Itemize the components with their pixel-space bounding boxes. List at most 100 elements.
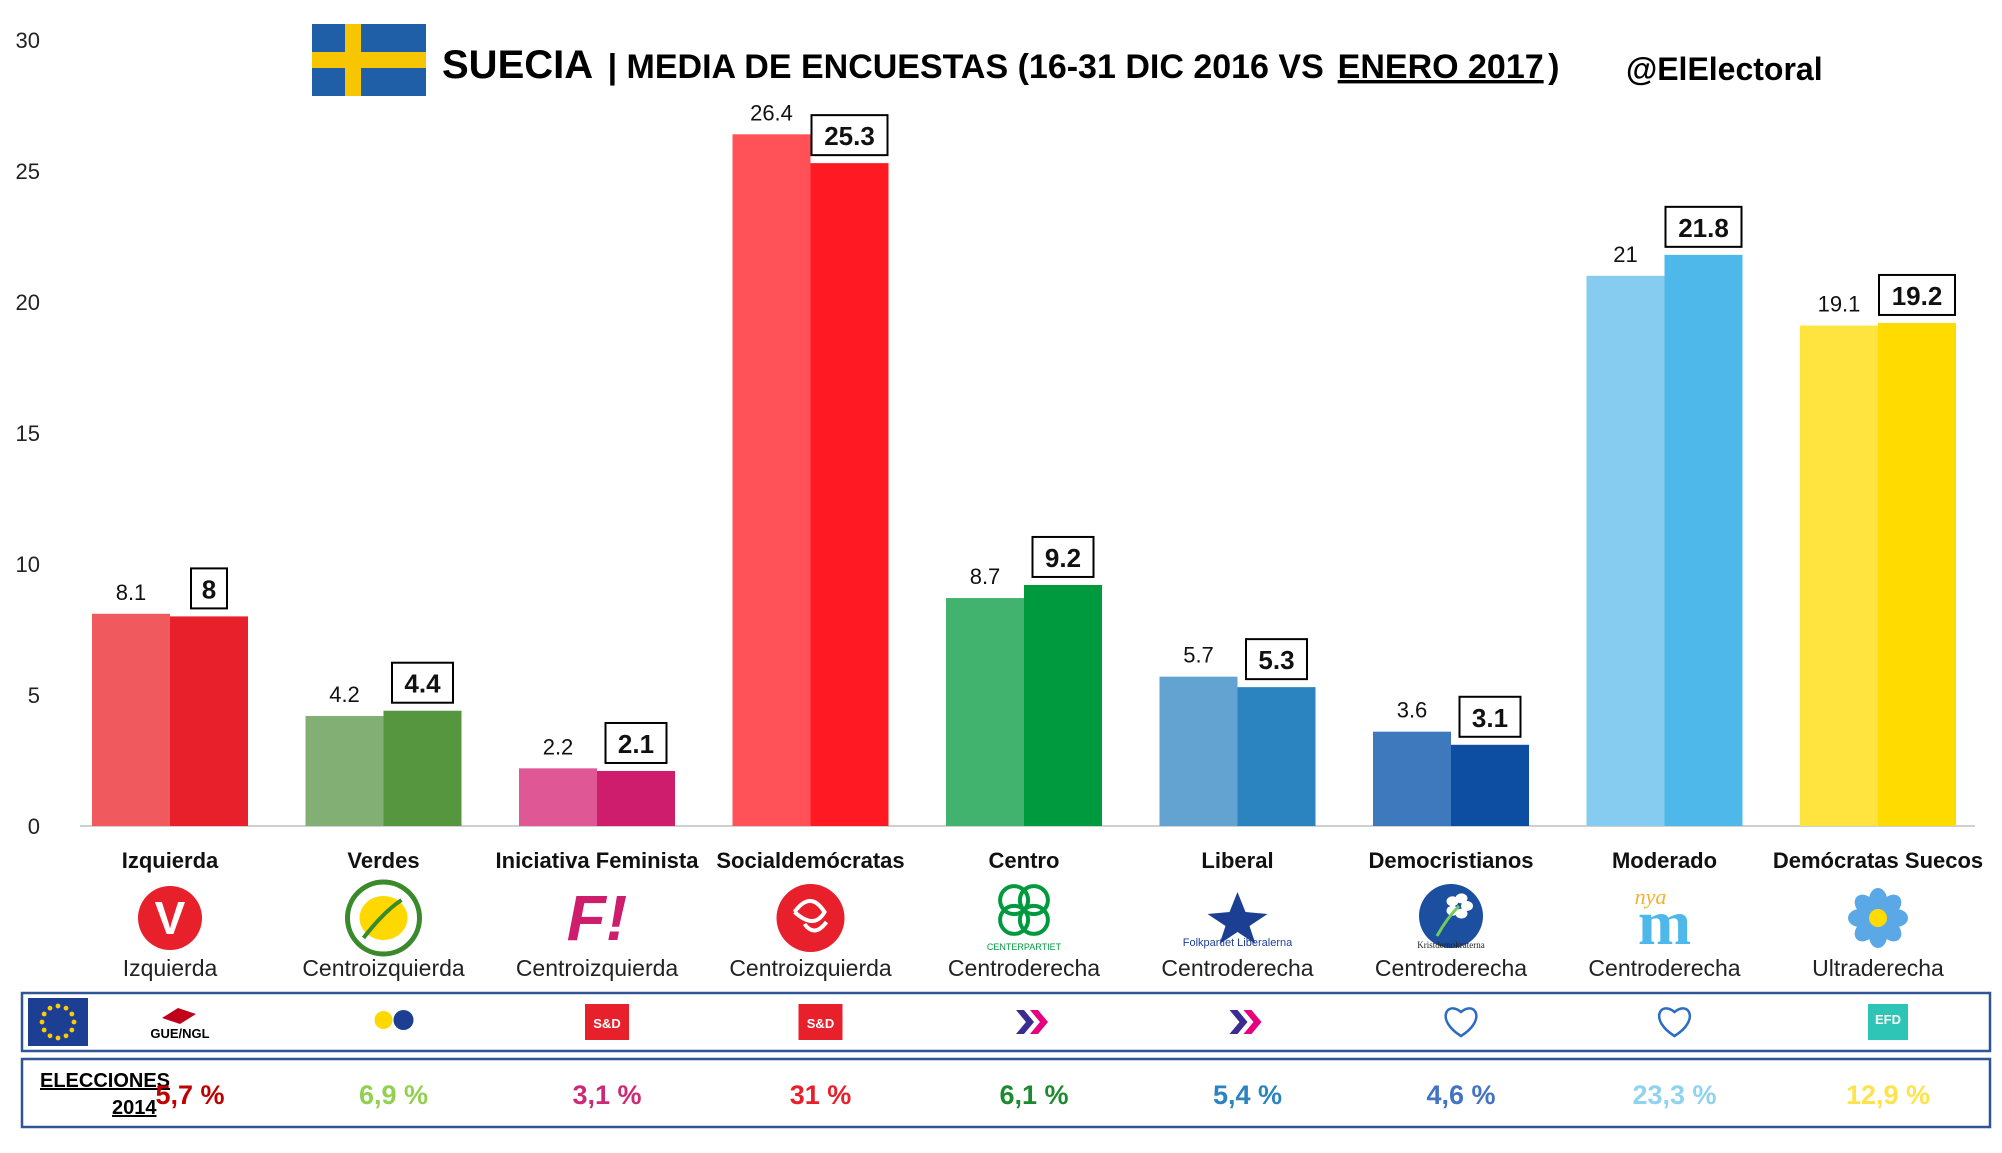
title-close: ) [1548,48,1559,86]
value-label-dic-2016: 8.7 [970,564,1001,589]
chart-title: SUECIA | MEDIA DE ENCUESTAS (16-31 DIC 2… [442,43,1559,87]
gue-ngl-icon: GUE/NGL [150,1008,210,1041]
value-label-enero-2017: 9.2 [1045,543,1081,573]
alde-icon [1016,1010,1048,1034]
result-2014: 6,1 % [999,1080,1068,1110]
category-label: Democristianos [1368,848,1533,873]
bar-enero-2017 [1451,744,1529,826]
result-2014: 5,7 % [155,1080,224,1110]
epp-icon [1444,1007,1478,1038]
eu-groups-row: GUE/NGL S&D S&D EFD [150,1004,1908,1041]
value-label-dic-2016: 21 [1613,242,1637,267]
value-box-enero-2017 [1245,638,1308,681]
value-label-enero-2017: 19.2 [1892,281,1943,311]
bar-enero-2017 [597,770,675,826]
author-handle: @ElElectoral [1626,51,1823,87]
svg-text:S&D: S&D [593,1016,620,1031]
value-label-enero-2017: 3.1 [1472,703,1508,733]
value-box-enero-2017 [810,114,889,157]
bar-dic-2016 [732,134,811,826]
header: SUECIA | MEDIA DE ENCUESTAS (16-31 DIC 2… [312,24,1823,96]
value-label-dic-2016: 3.6 [1397,698,1428,723]
svg-text:F!: F! [567,882,627,954]
svg-text:GUE/NGL: GUE/NGL [150,1026,209,1041]
value-box-enero-2017 [1458,695,1522,738]
bar-enero-2017 [1664,254,1743,827]
y-axis: 0 5 10 15 20 25 30 [16,28,40,839]
bar-dic-2016 [1159,676,1238,826]
s-and-d-icon: S&D [798,1004,843,1040]
ideology-label: Ultraderecha [1812,955,1944,981]
star-flame-icon: Folkpartiet Liberalerna [1183,892,1293,949]
labels-layer: 8.1 8 Izquierda Izquierda 4.2 4.4 Verdes Centro… [116,100,1983,981]
svg-text:Kristdemokraterna: Kristdemokraterna [1417,940,1484,950]
category-label: Izquierda [122,848,219,873]
party-logos-layer: V F! CENTERPARTIET Folkpartiet Liberalerna K… [138,879,1908,958]
sweden-flag-icon [312,24,426,96]
value-box-enero-2017 [1031,535,1095,578]
result-2014: 3,1 % [572,1080,641,1110]
category-label: Moderado [1612,848,1717,873]
value-label-enero-2017: 8 [202,574,216,604]
svg-text:Folkpartiet Liberalerna: Folkpartiet Liberalerna [1183,937,1293,949]
result-2014: 23,3 % [1632,1080,1716,1110]
svg-text:S&D: S&D [807,1016,834,1031]
y-tick-label: 30 [16,28,40,53]
ideology-label: Centroderecha [948,955,1100,981]
category-label: Liberal [1201,848,1273,873]
anemone-icon: Kristdemokraterna [1417,884,1485,950]
y-tick-label: 10 [16,552,40,577]
bars-layer [92,134,1956,827]
clover-icon: CENTERPARTIET [987,884,1062,952]
result-2014: 4,6 % [1426,1080,1495,1110]
rose-icon [776,884,845,952]
value-label-enero-2017: 25.3 [824,121,875,151]
result-2014: 5,4 % [1213,1080,1282,1110]
results-label-line2: 2014 [112,1097,157,1119]
value-label-dic-2016: 26.4 [750,100,793,125]
bar-enero-2017 [810,163,889,826]
bar-dic-2016 [1800,325,1878,826]
results-row: 5,7 % 6,9 % 3,1 % 31 % 6,1 % 5,4 % 4,6 % 23,3 %… [155,1080,1930,1110]
value-box-enero-2017 [604,721,668,764]
bar-enero-2017 [1878,322,1956,826]
value-label-dic-2016: 2.2 [543,734,574,759]
ideology-label: Centroderecha [1375,955,1527,981]
result-2014: 6,9 % [359,1080,428,1110]
svg-text:m: m [1638,887,1691,958]
v-party-icon: V [138,886,202,950]
results-label-line1: ELECCIONES [40,1070,170,1092]
eu-groups-box [20,991,1992,1053]
svg-text:CENTERPARTIET: CENTERPARTIET [987,942,1062,952]
bar-dic-2016 [519,768,597,826]
value-label-dic-2016: 19.1 [1818,292,1861,317]
bar-dic-2016 [946,598,1024,826]
value-box-enero-2017 [190,567,228,610]
f-exclamation-icon: F! [567,882,627,954]
bar-dic-2016 [1586,275,1665,826]
y-tick-label: 0 [28,814,40,839]
bar-enero-2017 [1024,584,1102,826]
results-box [20,1057,1992,1129]
bar-enero-2017 [170,616,248,826]
y-tick-label: 15 [16,421,40,446]
y-tick-label: 20 [16,290,40,315]
value-label-enero-2017: 5.3 [1258,645,1294,675]
alde-icon [1229,1010,1262,1034]
ideology-label: Centroizquierda [516,955,679,981]
bar-dic-2016 [92,613,170,826]
value-label-dic-2016: 8.1 [116,580,147,605]
eu-flag-icon [28,998,88,1046]
title-country: SUECIA [442,43,593,87]
value-box-enero-2017 [391,661,454,704]
greens-efa-icon [374,1010,414,1030]
result-2014: 31 % [790,1080,852,1110]
svg-text:nya: nya [1635,884,1667,909]
sunflower-icon [345,879,422,957]
y-tick-label: 25 [16,159,40,184]
blue-flower-icon [1848,888,1908,948]
ideology-label: Izquierda [123,955,218,981]
y-tick-label: 5 [28,683,40,708]
ideology-label: Centroizquierda [302,955,465,981]
